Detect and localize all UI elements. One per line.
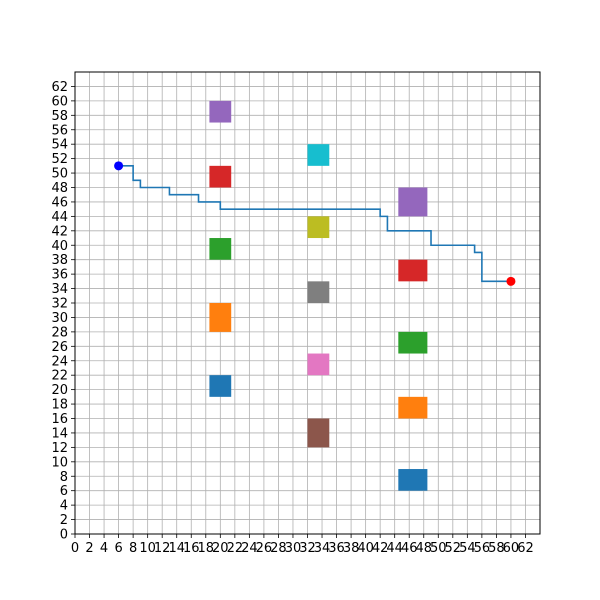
obstacle-square [209, 165, 232, 188]
y-tick-label: 42 [51, 224, 68, 239]
y-tick-label: 62 [51, 80, 68, 95]
y-tick-label: 10 [51, 455, 68, 470]
obstacle-square [307, 216, 330, 239]
y-tick-label: 6 [60, 484, 68, 499]
x-tick-label: 26 [256, 541, 273, 556]
path-layer [118, 165, 511, 283]
x-tick-label: 2 [85, 541, 93, 556]
obstacle-square [209, 375, 232, 397]
obstacle-square [398, 187, 428, 217]
y-tick-label: 48 [51, 181, 68, 196]
y-tick-label: 8 [60, 470, 68, 485]
y-tick-label: 44 [51, 210, 68, 225]
x-tick-label: 46 [401, 541, 418, 556]
obstacle-square [209, 238, 232, 260]
x-tick-label: 44 [386, 541, 403, 556]
y-tick-label: 2 [60, 513, 68, 528]
x-tick-label: 38 [343, 541, 360, 556]
x-tick-label: 54 [459, 541, 476, 556]
x-tick-label: 30 [285, 541, 302, 556]
x-tick-label: 10 [139, 541, 156, 556]
y-tick-label: 16 [51, 412, 68, 427]
obstacle-square [398, 259, 428, 282]
y-tick-label: 46 [51, 195, 68, 210]
x-tick-label: 16 [183, 541, 200, 556]
y-tick-label: 30 [51, 311, 68, 326]
x-tick-label: 40 [357, 541, 374, 556]
x-tick-label: 20 [212, 541, 229, 556]
x-axis-ticks: 0 2 4 6 8 10121416182022242628303234363840424… [71, 534, 534, 556]
y-tick-label: 22 [51, 369, 68, 384]
obstacle-square [398, 331, 428, 354]
x-tick-label: 32 [299, 541, 316, 556]
y-tick-label: 14 [51, 426, 68, 441]
y-tick-label: 40 [51, 239, 68, 254]
x-tick-label: 22 [227, 541, 244, 556]
x-tick-label: 4 [100, 541, 108, 556]
x-tick-label: 36 [328, 541, 345, 556]
obstacle-square [398, 469, 428, 491]
y-tick-label: 24 [51, 354, 68, 369]
start-point [114, 161, 124, 171]
obstacle-square [209, 303, 232, 332]
y-tick-label: 52 [51, 152, 68, 167]
x-tick-label: 0 [71, 541, 79, 556]
x-tick-label: 12 [154, 541, 171, 556]
y-tick-label: 36 [51, 268, 68, 283]
obstacles [209, 100, 428, 491]
y-tick-label: 38 [51, 253, 68, 268]
y-tick-label: 28 [51, 325, 68, 340]
obstacle-square [209, 100, 232, 123]
x-tick-label: 6 [114, 541, 122, 556]
x-tick-label: 18 [198, 541, 215, 556]
x-tick-label: 8 [129, 541, 137, 556]
obstacle-square [307, 353, 330, 376]
grid [74, 72, 540, 535]
y-tick-label: 18 [51, 398, 68, 413]
x-tick-label: 24 [241, 541, 258, 556]
y-tick-label: 60 [51, 94, 68, 109]
obstacle-square [307, 418, 330, 448]
y-tick-label: 12 [51, 441, 68, 456]
y-axis-ticks: 0246810121416182022242628303234363840424… [51, 80, 75, 543]
y-tick-label: 20 [51, 383, 68, 398]
obstacle-square [307, 144, 330, 166]
x-tick-label: 58 [488, 541, 505, 556]
y-tick-label: 26 [51, 340, 68, 355]
markers [114, 161, 516, 286]
path-line [118, 165, 511, 283]
y-tick-label: 32 [51, 297, 68, 312]
x-tick-label: 50 [430, 541, 447, 556]
y-tick-label: 50 [51, 167, 68, 182]
goal-point [506, 276, 516, 286]
x-tick-label: 28 [270, 541, 287, 556]
y-tick-label: 0 [60, 528, 68, 543]
x-tick-label: 60 [503, 541, 520, 556]
obstacle-square [398, 396, 428, 419]
x-tick-label: 62 [517, 541, 534, 556]
y-tick-label: 58 [51, 109, 68, 124]
x-tick-label: 48 [415, 541, 432, 556]
x-tick-label: 42 [372, 541, 389, 556]
x-tick-label: 56 [474, 541, 491, 556]
y-tick-label: 54 [51, 138, 68, 153]
x-tick-label: 52 [445, 541, 462, 556]
obstacle-square [307, 281, 330, 303]
y-tick-label: 4 [60, 499, 68, 514]
x-tick-label: 34 [314, 541, 331, 556]
x-tick-label: 14 [168, 541, 185, 556]
y-tick-label: 34 [51, 282, 68, 297]
y-tick-label: 56 [51, 123, 68, 138]
